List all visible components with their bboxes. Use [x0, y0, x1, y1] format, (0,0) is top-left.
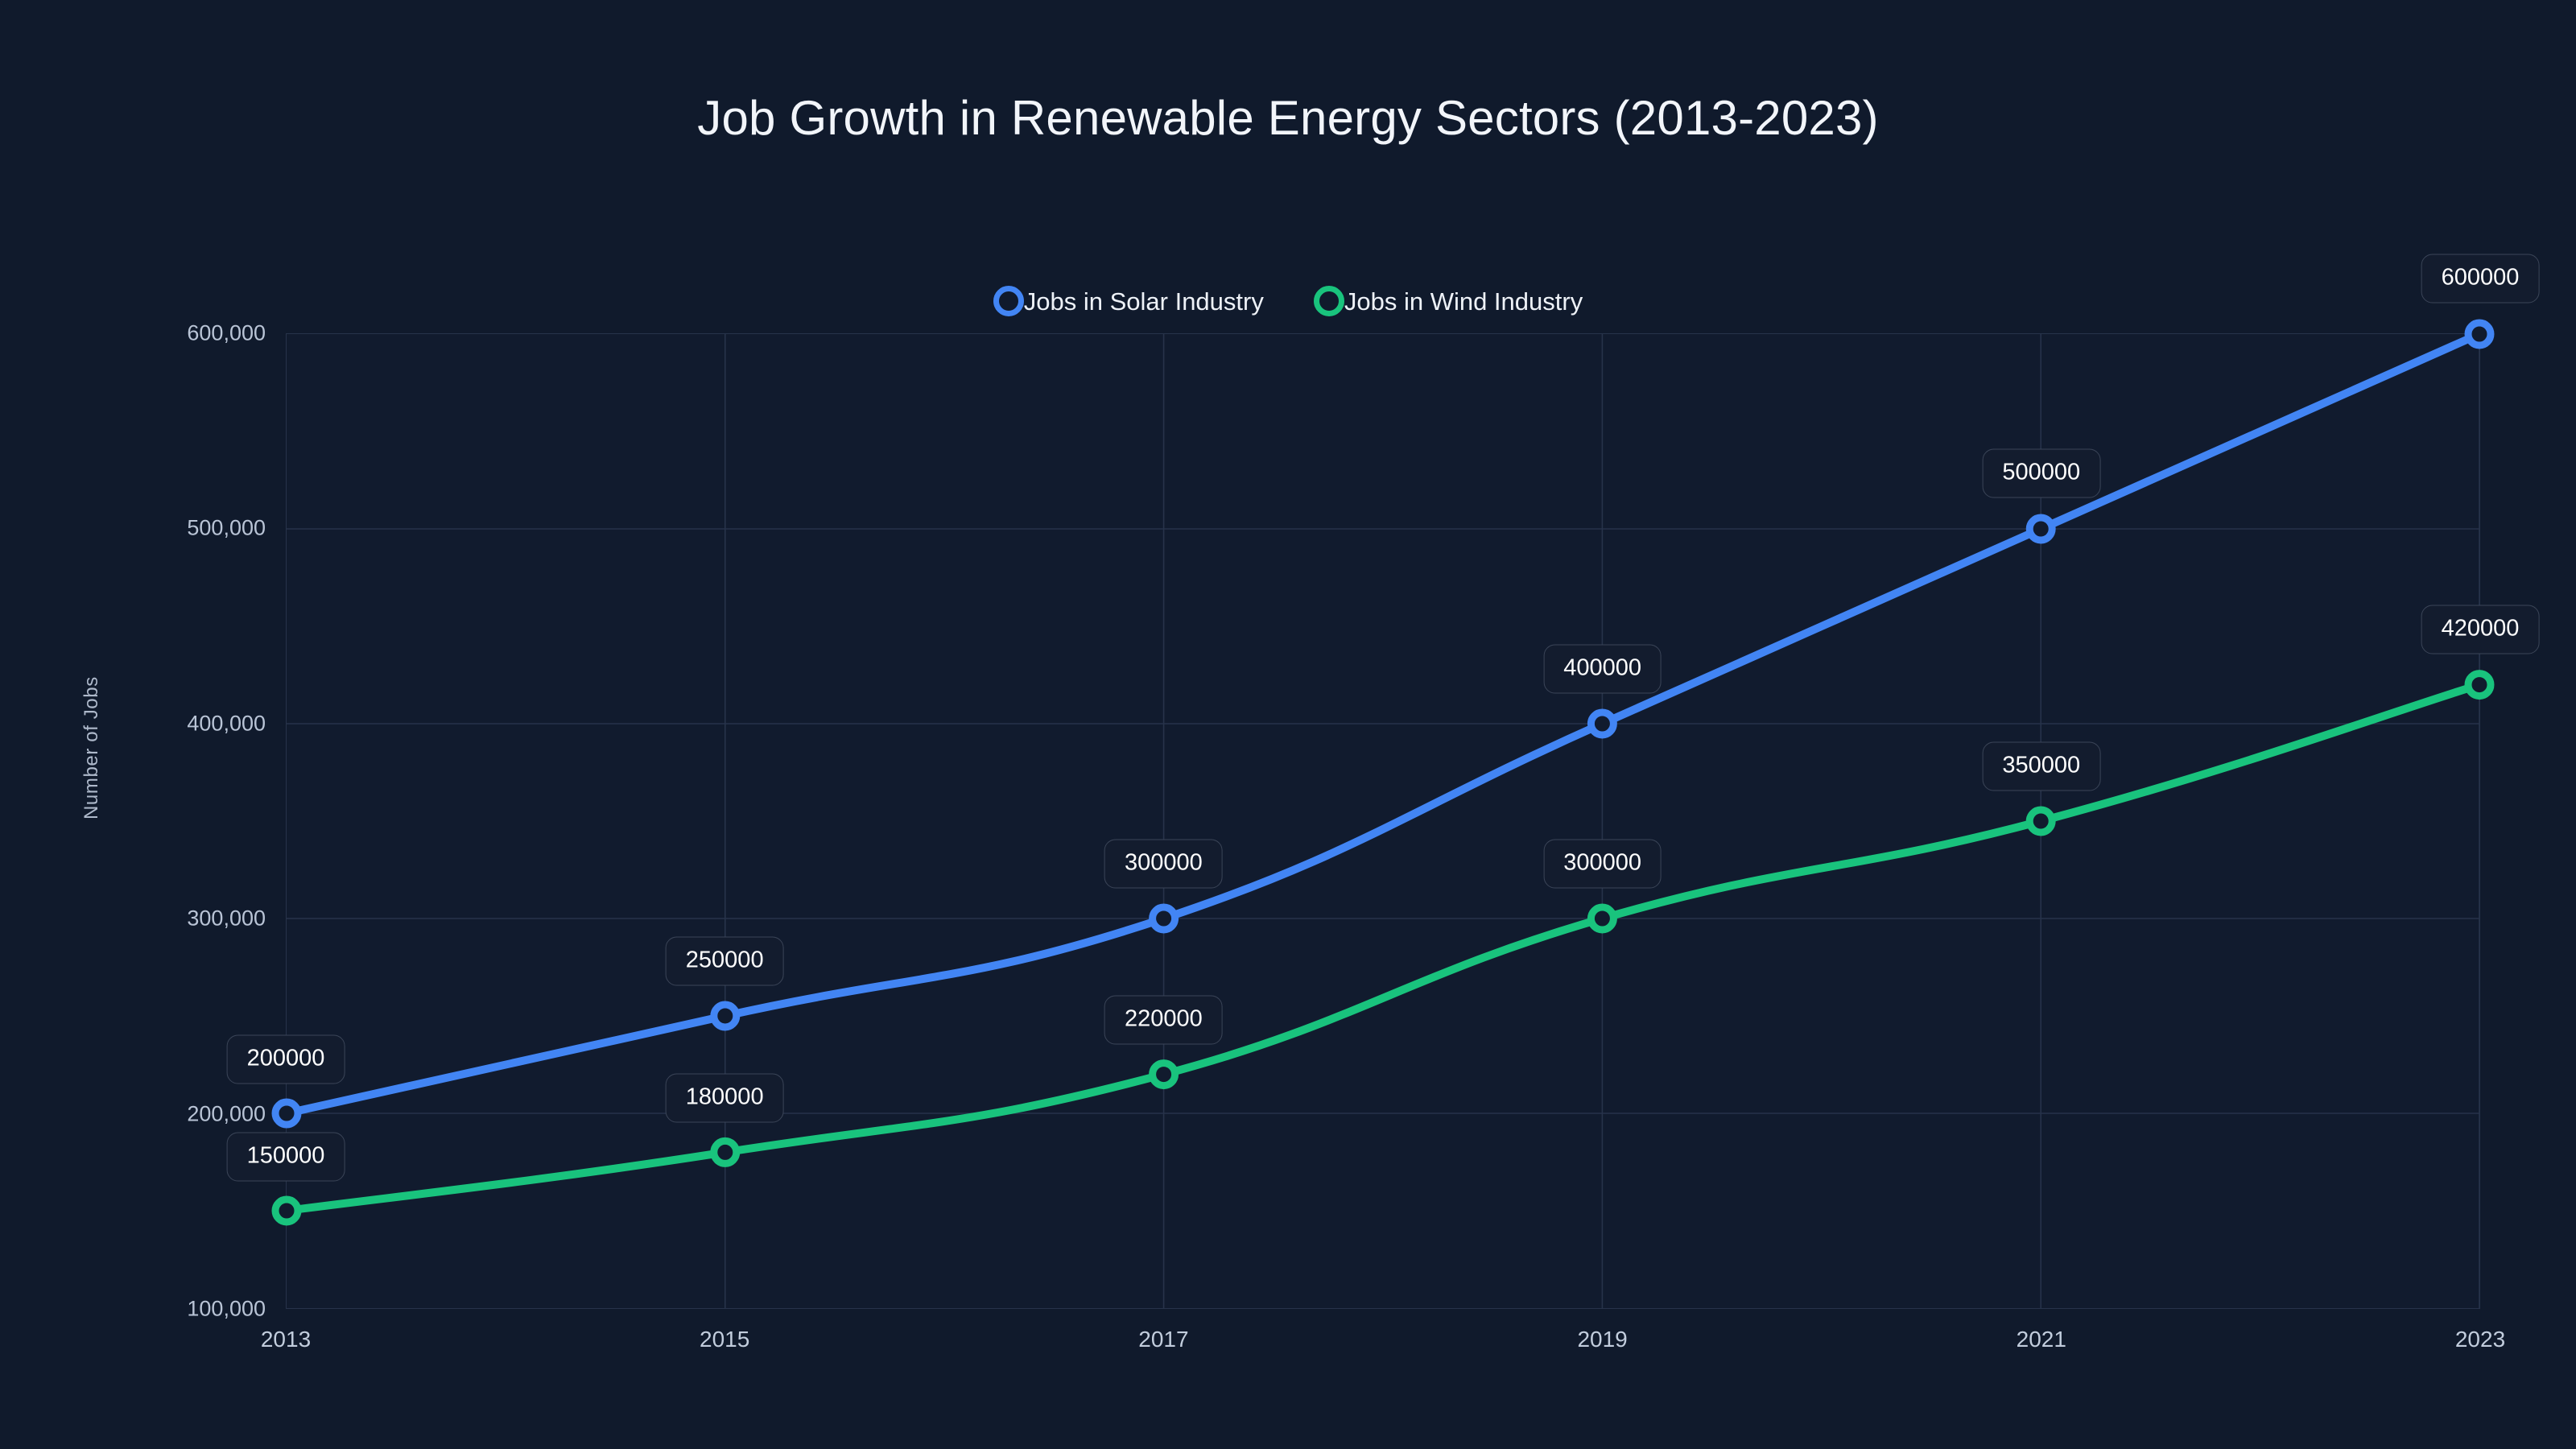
data-point-marker[interactable] [1587, 903, 1617, 934]
plot-area [271, 319, 2495, 1309]
data-point-marker[interactable] [1149, 1059, 1179, 1090]
data-point-marker[interactable] [2025, 514, 2056, 544]
x-axis-tick-label: 2019 [1577, 1327, 1628, 1352]
data-point-label: 250000 [665, 936, 784, 986]
series-line [283, 680, 2483, 1215]
data-point-label: 600000 [2421, 254, 2540, 303]
y-axis-tick-label: 300,000 [187, 906, 266, 931]
y-axis-tick-label: 100,000 [187, 1296, 266, 1321]
data-point-marker[interactable] [2464, 670, 2495, 700]
data-series [271, 319, 2495, 1226]
data-point-marker[interactable] [1149, 903, 1179, 934]
data-point-label: 500000 [1982, 448, 2101, 498]
data-point-marker[interactable] [271, 1098, 302, 1129]
data-point-marker[interactable] [1587, 708, 1617, 739]
data-point-label: 150000 [226, 1132, 345, 1182]
y-axis-tick-label: 600,000 [187, 320, 266, 345]
data-point-label: 400000 [1543, 644, 1662, 694]
y-axis-tick-label: 500,000 [187, 515, 266, 540]
y-axis-tick-label: 200,000 [187, 1101, 266, 1126]
page-title: Job Growth in Renewable Energy Sectors (… [697, 91, 1879, 145]
y-axis-tick-label: 400,000 [187, 711, 266, 736]
legend-item-wind[interactable]: Jobs in Wind Industry [1313, 286, 1583, 316]
x-axis-tick-label: 2023 [2454, 1327, 2506, 1352]
data-point-label: 200000 [226, 1034, 345, 1084]
data-point-marker[interactable] [710, 1001, 741, 1031]
x-axis-tick-label: 2015 [700, 1327, 750, 1352]
circle-outline-icon [1313, 286, 1344, 316]
x-axis-tick-label: 2017 [1138, 1327, 1189, 1352]
data-point-label: 350000 [1982, 741, 2101, 791]
legend-item-solar[interactable]: Jobs in Solar Industry [993, 286, 1264, 316]
data-point-marker[interactable] [271, 1195, 302, 1226]
data-point-marker[interactable] [2464, 319, 2495, 349]
chart-legend: Jobs in Solar Industry Jobs in Wind Indu… [0, 286, 2576, 316]
data-point-label: 220000 [1104, 995, 1223, 1045]
x-axis-tick-label: 2013 [260, 1327, 312, 1352]
circle-outline-icon [993, 286, 1024, 316]
data-point-label: 300000 [1543, 839, 1662, 889]
x-axis-tick-label: 2021 [2016, 1327, 2066, 1352]
data-point-label: 300000 [1104, 839, 1223, 889]
data-point-label: 420000 [2421, 605, 2540, 654]
legend-item-label: Jobs in Wind Industry [1344, 287, 1583, 316]
y-axis-title: Number of Jobs [80, 676, 102, 819]
data-point-marker[interactable] [2025, 806, 2056, 836]
series-line [283, 330, 2483, 1117]
data-point-marker[interactable] [710, 1137, 741, 1167]
legend-item-label: Jobs in Solar Industry [1023, 287, 1264, 316]
data-point-label: 180000 [665, 1073, 784, 1123]
